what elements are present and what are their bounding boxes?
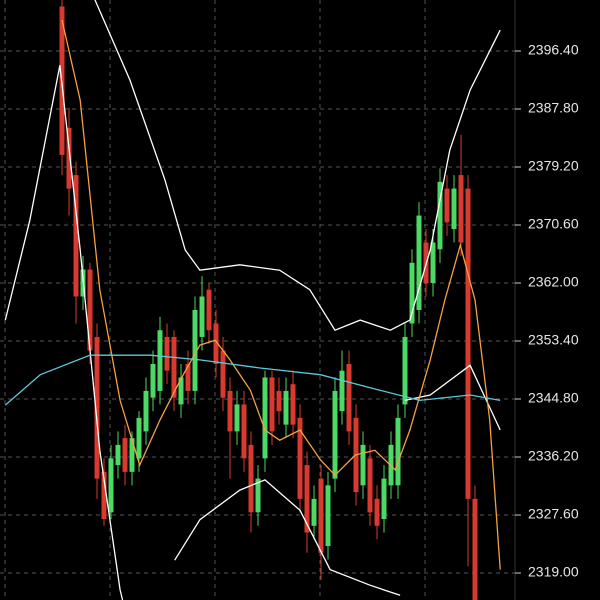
candle-body bbox=[360, 444, 366, 486]
candle-body bbox=[451, 188, 457, 230]
indicator-line bbox=[94, 0, 501, 332]
candle-body bbox=[304, 465, 310, 533]
candle-body bbox=[283, 390, 289, 425]
candle-body bbox=[269, 377, 275, 432]
candle-body bbox=[199, 296, 205, 337]
candle-body bbox=[297, 417, 303, 499]
candle-body bbox=[206, 289, 212, 331]
candle-body bbox=[339, 370, 345, 412]
y-tick-label: 2379.20 bbox=[528, 158, 579, 174]
y-tick-label: 2353.40 bbox=[528, 332, 579, 348]
candle-body bbox=[213, 323, 219, 364]
candle-body bbox=[311, 498, 317, 526]
candle-body bbox=[171, 336, 177, 398]
y-tick-label: 2396.40 bbox=[528, 42, 579, 58]
candle-body bbox=[430, 242, 436, 284]
indicator-line bbox=[174, 479, 401, 596]
candle-body bbox=[136, 417, 142, 459]
candle-body bbox=[409, 262, 415, 324]
candle-body bbox=[164, 336, 170, 371]
indicator-line bbox=[4, 354, 501, 406]
y-tick-label: 2336.20 bbox=[528, 448, 579, 464]
y-tick-label: 2319.00 bbox=[528, 564, 579, 580]
candle-body bbox=[185, 363, 191, 391]
candle-body bbox=[381, 478, 387, 520]
candle-body bbox=[108, 458, 114, 513]
candle-body bbox=[374, 498, 380, 526]
candle-body bbox=[465, 188, 471, 499]
candle-body bbox=[73, 175, 79, 297]
indicator-line bbox=[4, 65, 124, 600]
candle-body bbox=[255, 478, 261, 513]
y-tick-label: 2387.80 bbox=[528, 100, 579, 116]
candle-body bbox=[458, 175, 464, 243]
candle-body bbox=[122, 438, 128, 472]
candle-body bbox=[94, 336, 100, 479]
candle-body bbox=[234, 404, 240, 432]
y-tick-label: 2344.80 bbox=[528, 390, 579, 406]
candle-body bbox=[276, 390, 282, 412]
candle-body bbox=[241, 404, 247, 459]
candle-body bbox=[227, 390, 233, 432]
candle-body bbox=[402, 336, 408, 405]
candle-body bbox=[416, 215, 422, 310]
candle-body bbox=[87, 269, 93, 351]
candle-body bbox=[220, 350, 226, 398]
candle-body bbox=[143, 390, 149, 432]
candle-body bbox=[157, 330, 163, 391]
candle-body bbox=[150, 363, 156, 398]
candle-body bbox=[248, 444, 254, 513]
candle-body bbox=[101, 471, 107, 520]
candle-body bbox=[437, 181, 443, 250]
candle-body bbox=[290, 384, 296, 425]
candle-body bbox=[262, 377, 268, 459]
candle-body bbox=[115, 444, 121, 466]
y-tick-label: 2327.60 bbox=[528, 506, 579, 522]
candle-body bbox=[66, 127, 72, 189]
candle-body bbox=[318, 478, 324, 553]
candle-body bbox=[444, 188, 450, 223]
candle-body bbox=[178, 377, 184, 405]
candle-body bbox=[325, 485, 331, 547]
candle-body bbox=[129, 438, 135, 472]
vertical-grid bbox=[4, 0, 426, 600]
plot-area bbox=[4, 0, 501, 600]
indicator-line bbox=[61, 19, 501, 570]
candle-body bbox=[367, 458, 373, 513]
candle-body bbox=[332, 390, 338, 479]
candle-body bbox=[192, 309, 198, 391]
y-tick-label: 2362.00 bbox=[528, 274, 579, 290]
y-tick-label: 2370.60 bbox=[528, 216, 579, 232]
candle-body bbox=[395, 417, 401, 486]
candle-body bbox=[346, 363, 352, 432]
candle-body bbox=[472, 498, 478, 600]
